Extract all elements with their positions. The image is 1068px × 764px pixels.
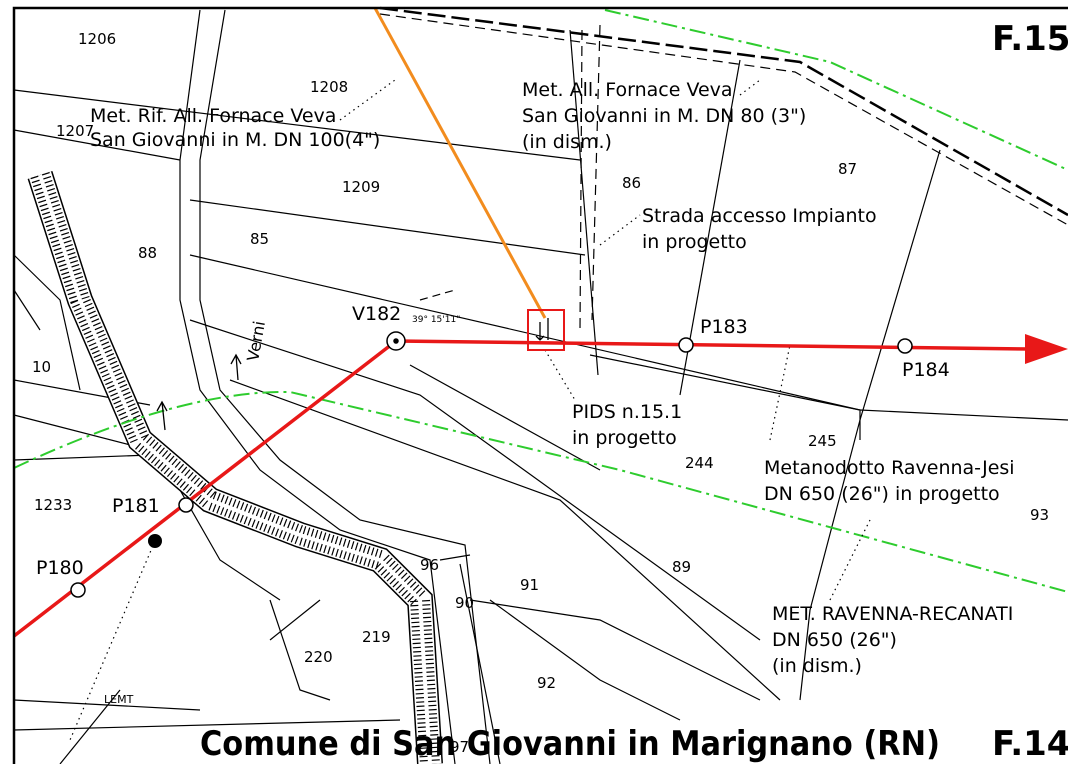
parcel-number: 85 (250, 230, 269, 248)
marker-label: LEMT (104, 693, 134, 706)
parcel-number: 86 (622, 174, 641, 192)
vertex (898, 339, 912, 353)
cadastral-map: F.15 F.14 Comune di San Giovanni in Mari… (0, 0, 1068, 764)
parcel-number: 1207 (56, 122, 94, 140)
benchmark (148, 534, 162, 548)
parcel-number: 219 (362, 628, 391, 646)
parcel-number: 245 (808, 432, 837, 450)
vertex-label: P183 (700, 316, 748, 338)
parcel-number: 91 (520, 576, 539, 594)
sheet-label: F.14 (992, 724, 1068, 764)
annotation: MET. RAVENNA-RECANATI (772, 603, 1013, 625)
vertex (394, 339, 398, 343)
annotation: DN 650 (26") in progetto (764, 483, 1000, 505)
vertex-label: V182 (352, 303, 401, 325)
annotation: in progetto (642, 231, 747, 253)
annotation: Metanodotto Ravenna-Jesi (764, 457, 1015, 479)
parcel-number: 1233 (34, 496, 72, 514)
parcel-number: 89 (672, 558, 691, 576)
annotation: Met. All. Fornace Veva (522, 79, 733, 101)
parcel-number: 97 (450, 738, 469, 756)
annotation: (in dism.) (522, 131, 612, 153)
vertex-label: P181 (112, 495, 160, 517)
vertex (71, 583, 85, 597)
parcel-number: 10 (32, 358, 51, 376)
annotation: PIDS n.15.1 (572, 401, 682, 423)
sheet-label: F.15 (992, 19, 1068, 59)
vertex-label: P184 (902, 359, 950, 381)
parcel-number: 1208 (310, 78, 348, 96)
parcel-number: 220 (304, 648, 333, 666)
annotation: Strada accesso Impianto (642, 205, 877, 227)
parcel-number: 90 (455, 594, 474, 612)
vertex (679, 338, 693, 352)
parcel-number: 92 (537, 674, 556, 692)
parcel-number: 93 (1030, 506, 1049, 524)
annotation: in progetto (572, 427, 677, 449)
annotation: Met. Rif. All. Fornace Veva (90, 105, 336, 127)
annotation: (in dism.) (772, 655, 862, 677)
angle-label: 39° 15'11" (412, 315, 460, 325)
municipality: Comune di San Giovanni in Marignano (RN) (200, 724, 940, 764)
parcel-number: 87 (838, 160, 857, 178)
vertex-label: P180 (36, 557, 84, 579)
vertex (179, 498, 193, 512)
parcel-number: 1206 (78, 30, 116, 48)
annotation: San Giovanni in M. DN 80 (3") (522, 105, 806, 127)
annotation: San Giovanni in M. DN 100(4") (90, 129, 380, 151)
parcel-number: 88 (138, 244, 157, 262)
annotation: DN 650 (26") (772, 629, 897, 651)
parcel-number: 96 (420, 556, 439, 574)
parcel-number: 244 (685, 454, 714, 472)
parcel-number: 1209 (342, 178, 380, 196)
